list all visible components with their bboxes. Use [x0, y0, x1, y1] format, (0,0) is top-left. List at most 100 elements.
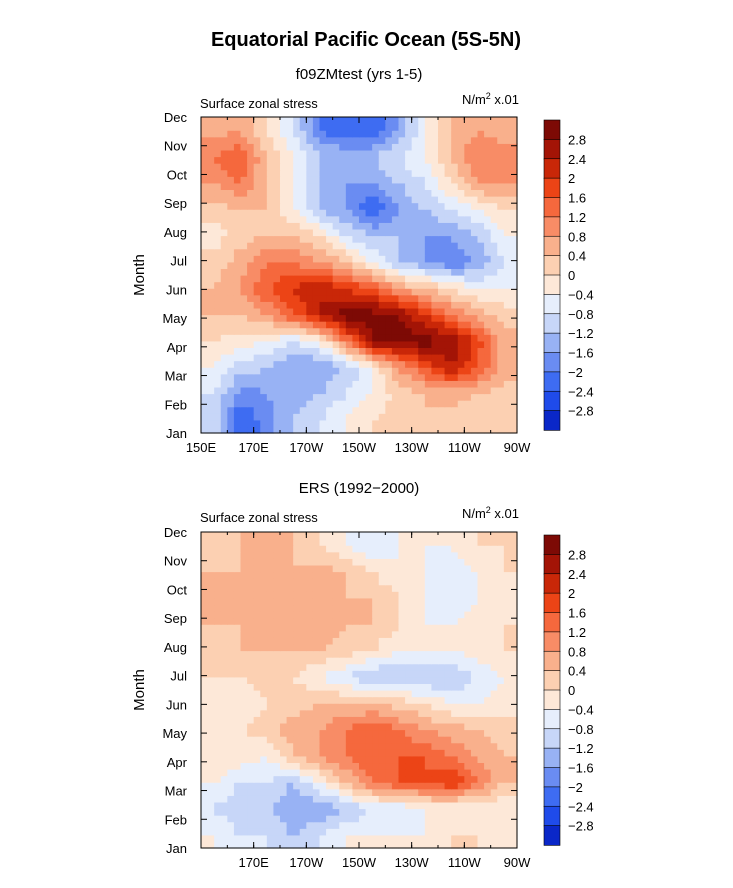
heatmap-cell: [214, 762, 222, 770]
heatmap-cell: [372, 683, 380, 691]
heatmap-cell: [438, 130, 446, 138]
heatmap-cell: [339, 123, 347, 131]
heatmap-cell: [497, 630, 505, 638]
heatmap-cell: [470, 275, 479, 283]
heatmap-cell: [510, 235, 518, 243]
heatmap-cell: [266, 795, 275, 803]
heatmap-cell: [266, 815, 275, 823]
heatmap-cell: [207, 788, 215, 796]
heatmap-cell: [470, 828, 479, 836]
heatmap-cell: [372, 222, 380, 230]
heatmap-cell: [352, 624, 360, 632]
heatmap-cell: [405, 611, 413, 619]
heatmap-cell: [378, 130, 386, 138]
heatmap-cell: [220, 538, 228, 546]
colorbar-label: −2.4: [568, 384, 594, 399]
heatmap-cell: [457, 769, 465, 777]
heatmap-cell: [326, 709, 334, 717]
heatmap-cell: [260, 406, 268, 414]
heatmap-cell: [385, 742, 393, 750]
heatmap-cell: [510, 340, 518, 349]
heatmap-cell: [385, 413, 393, 421]
heatmap-cell: [339, 611, 347, 619]
heatmap-cell: [286, 242, 294, 250]
heatmap-cell: [457, 571, 465, 579]
heatmap-cell: [424, 334, 433, 342]
heatmap-cell: [424, 354, 433, 362]
heatmap-cell: [306, 248, 314, 256]
heatmap-cell: [227, 367, 235, 375]
heatmap-cell: [451, 637, 459, 645]
heatmap-cell: [451, 821, 459, 829]
heatmap-cell: [339, 215, 347, 223]
heatmap-cell: [405, 380, 413, 388]
heatmap-cell: [312, 156, 321, 164]
heatmap-cell: [201, 834, 209, 843]
heatmap-cell: [391, 663, 400, 671]
heatmap-cell: [280, 156, 288, 164]
heatmap-cell: [378, 393, 386, 401]
heatmap-cell: [378, 683, 386, 691]
heatmap-cell: [398, 268, 406, 276]
heatmap-cell: [339, 373, 347, 381]
heatmap-cell: [247, 591, 255, 599]
heatmap-cell: [457, 729, 465, 737]
heatmap-cell: [260, 611, 268, 619]
heatmap-cell: [378, 242, 386, 250]
heatmap-cell: [286, 637, 294, 645]
heatmap-cell: [253, 551, 261, 559]
heatmap-cell: [359, 189, 367, 197]
heatmap-cell: [201, 604, 209, 612]
heatmap-cell: [405, 143, 413, 151]
heatmap-cell: [438, 248, 446, 256]
heatmap-cell: [273, 558, 281, 566]
heatmap-cell: [444, 597, 452, 606]
heatmap-cell: [260, 419, 268, 428]
heatmap-cell: [326, 314, 334, 322]
heatmap-cell: [372, 755, 380, 764]
heatmap-cell: [503, 683, 512, 691]
heatmap-cell: [220, 314, 228, 322]
heatmap-cell: [312, 314, 321, 322]
heatmap-cell: [391, 630, 400, 638]
colorbar-swatch: [543, 158, 561, 179]
heatmap-cell: [385, 624, 393, 632]
heatmap-cell: [391, 156, 400, 164]
heatmap-cell: [273, 327, 281, 335]
heatmap-cell: [398, 736, 406, 744]
heatmap-cell: [286, 373, 294, 381]
heatmap-cell: [503, 722, 512, 731]
heatmap-cell: [273, 611, 281, 619]
heatmap-cell: [385, 650, 393, 658]
heatmap-cell: [365, 235, 373, 243]
panel-model-heatmap: [201, 117, 518, 434]
heatmap-cell: [510, 703, 518, 711]
heatmap-cell: [299, 670, 307, 678]
y-tick-label: Dec: [164, 110, 188, 125]
heatmap-cell: [214, 196, 222, 204]
heatmap-cell: [306, 755, 314, 764]
heatmap-cell: [398, 321, 406, 329]
heatmap-cell: [477, 676, 485, 685]
heatmap-cell: [227, 209, 235, 217]
heatmap-cell: [451, 722, 459, 731]
heatmap-cell: [280, 828, 288, 836]
heatmap-cell: [253, 769, 261, 777]
heatmap-cell: [378, 551, 386, 559]
heatmap-cell: [444, 670, 452, 678]
heatmap-cell: [391, 782, 400, 790]
heatmap-cell: [273, 255, 281, 263]
heatmap-cell: [490, 749, 498, 757]
heatmap-cell: [339, 301, 347, 309]
heatmap-cell: [319, 670, 327, 678]
heatmap-cell: [207, 347, 215, 355]
heatmap-cell: [293, 690, 301, 698]
heatmap-cell: [220, 209, 228, 217]
heatmap-cell: [214, 334, 222, 342]
heatmap-cell: [411, 532, 419, 540]
colorbar-swatch: [543, 554, 561, 575]
heatmap-cell: [372, 551, 380, 559]
heatmap-cell: [214, 248, 222, 256]
heatmap-cell: [286, 321, 294, 329]
heatmap-cell: [418, 354, 426, 362]
